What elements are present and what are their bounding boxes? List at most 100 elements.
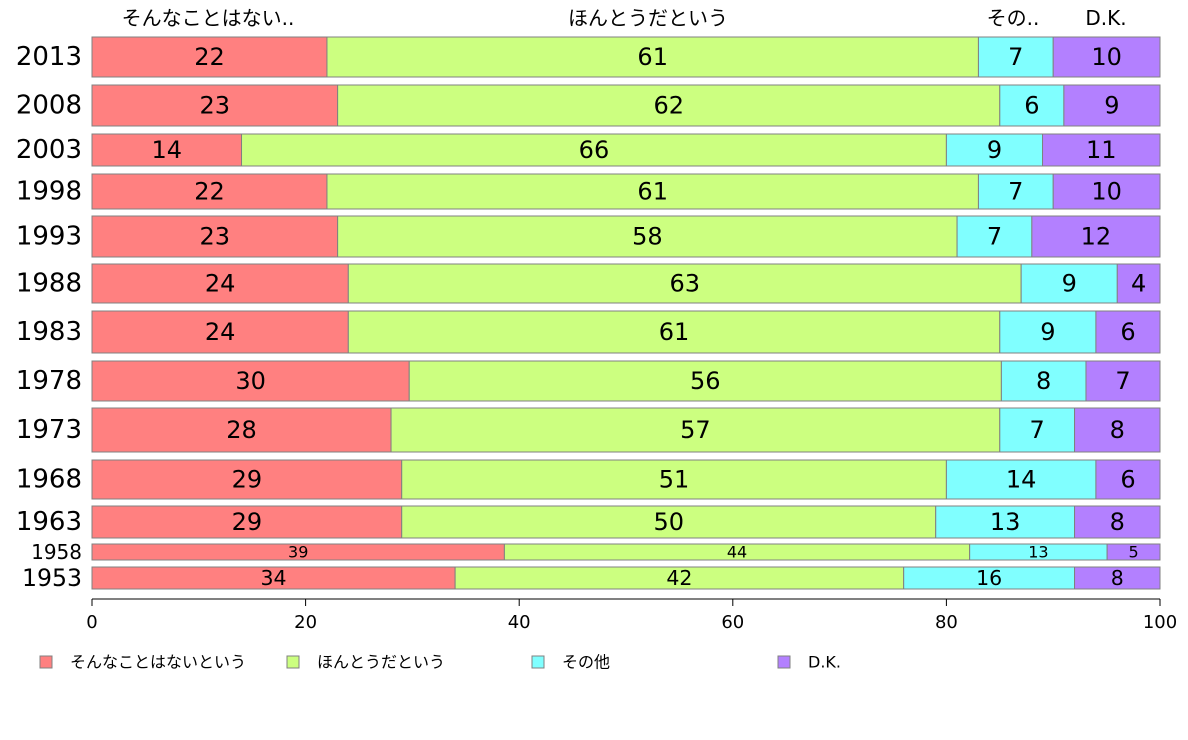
bar-segment-2008-s2 — [999, 84, 1065, 127]
bar-segment-1953-s3 — [1074, 566, 1161, 590]
data-label-1983-s2: 9 — [1040, 318, 1055, 346]
data-label-2003-s1: 66 — [579, 136, 610, 164]
data-label-1988-s3: 4 — [1131, 270, 1146, 298]
bar-segment-1968-s1 — [401, 459, 947, 500]
bar-segment-1963-s1 — [401, 505, 937, 539]
x-tick-label-0: 0 — [86, 612, 97, 633]
y-tick-label-1988: 1988 — [16, 269, 82, 299]
y-tick-label-1983: 1983 — [16, 317, 82, 347]
bar-segment-1998-s0 — [91, 173, 328, 210]
bar-segment-1993-s0 — [91, 215, 339, 258]
y-tick-label-1968: 1968 — [16, 465, 82, 495]
bar-segment-1983-s2 — [999, 310, 1097, 354]
data-label-2008-s3: 9 — [1104, 92, 1119, 120]
bar-segment-2008-s1 — [337, 84, 1001, 127]
bar-segment-2008-s3 — [1063, 84, 1161, 127]
bar-segment-1973-s1 — [390, 407, 1001, 453]
data-label-1958-s1: 44 — [727, 543, 747, 562]
data-label-1958-s3: 5 — [1128, 543, 1138, 562]
data-label-1993-s0: 23 — [200, 223, 231, 251]
data-label-1973-s2: 7 — [1030, 416, 1045, 444]
data-label-1998-s1: 61 — [637, 178, 668, 206]
top-label-0: そんなことはない.. — [122, 6, 295, 30]
bar-segment-1958-s3 — [1106, 543, 1161, 561]
data-label-1963-s2: 13 — [990, 508, 1021, 536]
data-label-1993-s3: 12 — [1081, 223, 1112, 251]
data-label-2013-s3: 10 — [1091, 43, 1122, 71]
bar-segment-1988-s3 — [1116, 263, 1161, 304]
top-label-2: その.. — [987, 6, 1040, 30]
top-label-3: D.K. — [1085, 6, 1126, 30]
data-label-1998-s0: 22 — [194, 178, 225, 206]
data-label-1963-s3: 8 — [1110, 508, 1125, 536]
y-tick-label-2013: 2013 — [16, 42, 82, 72]
data-label-1983-s1: 61 — [659, 318, 690, 346]
data-label-1963-s1: 50 — [653, 508, 684, 536]
bar-segment-1998-s3 — [1052, 173, 1161, 210]
bar-segment-1998-s1 — [326, 173, 979, 210]
data-label-1953-s0: 34 — [261, 566, 287, 590]
data-label-1988-s0: 24 — [205, 270, 236, 298]
bar-segment-2008-s0 — [91, 84, 339, 127]
data-label-1978-s2: 8 — [1036, 367, 1051, 395]
x-tick-label-80: 80 — [935, 612, 958, 633]
bar-segment-1978-s2 — [1000, 360, 1087, 402]
bar-segment-1973-s2 — [999, 407, 1076, 453]
data-label-1973-s1: 57 — [680, 416, 711, 444]
legend-swatch-3 — [777, 655, 791, 669]
legend-swatch-1 — [286, 655, 300, 669]
bar-segment-1968-s3 — [1095, 459, 1161, 500]
data-label-1953-s2: 16 — [976, 566, 1002, 590]
legend-label-0: そんなことはないという — [70, 653, 246, 672]
data-label-1988-s1: 63 — [669, 270, 700, 298]
bar-segment-1963-s2 — [935, 505, 1076, 539]
bar-segment-1968-s2 — [945, 459, 1097, 500]
bar-segment-2003-s1 — [241, 133, 947, 167]
legend-label-1: ほんとうだという — [317, 653, 445, 672]
data-label-2003-s2: 9 — [987, 136, 1002, 164]
bar-segment-1983-s3 — [1095, 310, 1161, 354]
data-label-1953-s3: 8 — [1111, 566, 1124, 590]
x-tick-label-100: 100 — [1143, 612, 1177, 633]
legend: そんなことはないという ほんとうだという その他 D.K. — [39, 653, 841, 672]
data-label-1998-s3: 10 — [1091, 178, 1122, 206]
x-tick-label-60: 60 — [721, 612, 744, 633]
x-axis: 0 20 40 60 80 100 — [86, 598, 1177, 633]
data-label-1998-s2: 7 — [1008, 178, 1023, 206]
legend-swatch-0 — [39, 655, 53, 669]
data-label-2008-s2: 6 — [1024, 92, 1039, 120]
x-tick-label-20: 20 — [294, 612, 317, 633]
bar-segment-2013-s1 — [326, 36, 979, 78]
data-label-1973-s0: 28 — [226, 416, 257, 444]
y-tick-label-1958: 1958 — [31, 540, 82, 564]
bar-segment-1973-s3 — [1074, 407, 1161, 453]
data-label-1968-s3: 6 — [1120, 466, 1135, 494]
data-label-2013-s1: 61 — [637, 43, 668, 71]
bar-segment-1988-s2 — [1020, 263, 1118, 304]
data-label-2008-s1: 62 — [653, 92, 684, 120]
data-label-1958-s0: 39 — [288, 543, 308, 562]
y-tick-label-1998: 1998 — [16, 177, 82, 207]
data-label-1978-s3: 7 — [1115, 367, 1130, 395]
data-label-1988-s2: 9 — [1062, 270, 1077, 298]
bar-segment-1978-s3 — [1085, 360, 1161, 402]
data-label-2003-s3: 11 — [1086, 136, 1117, 164]
y-tick-label-2008: 2008 — [16, 91, 82, 121]
y-tick-label-1978: 1978 — [16, 366, 82, 396]
bar-segment-1983-s0 — [91, 310, 349, 354]
y-tick-label-2003: 2003 — [16, 135, 82, 165]
bar-segment-1993-s3 — [1031, 215, 1161, 258]
data-label-1978-s1: 56 — [690, 367, 721, 395]
legend-label-3: D.K. — [808, 653, 841, 672]
data-label-2013-s0: 22 — [194, 43, 225, 71]
data-label-1993-s2: 7 — [987, 223, 1002, 251]
bar-segment-2003-s3 — [1042, 133, 1161, 167]
bar-segment-1993-s2 — [956, 215, 1033, 258]
bar-segment-2013-s3 — [1052, 36, 1161, 78]
y-tick-label-1963: 1963 — [16, 507, 82, 537]
legend-swatch-2 — [531, 655, 545, 669]
bar-segment-1988-s0 — [91, 263, 349, 304]
y-tick-label-1993: 1993 — [16, 222, 82, 252]
